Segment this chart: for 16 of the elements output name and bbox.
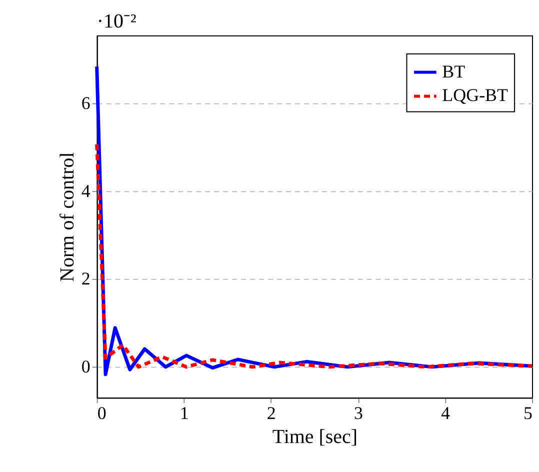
x-tick-label: 3 — [354, 403, 363, 424]
x-tick-label: 5 — [524, 403, 533, 424]
y-tick-label: 4 — [81, 180, 90, 201]
x-tick-label: 0 — [97, 403, 106, 424]
x-tick-label: 4 — [440, 403, 450, 424]
line-series — [95, 142, 534, 369]
x-axis-title: Time [sec] — [272, 426, 358, 448]
x-tick-label: 1 — [180, 403, 189, 424]
y-tick-label: 0 — [81, 356, 90, 376]
y-tick-label: 6 — [81, 92, 90, 113]
y-tick-label: 2 — [81, 268, 90, 289]
legend-label: LQG-BT — [442, 85, 508, 106]
legend-label: BT — [442, 61, 466, 82]
x-tick-label: 2 — [266, 403, 276, 424]
y-axis-title: Norm of control — [56, 152, 78, 282]
text: ·10⁻² — [96, 10, 136, 32]
